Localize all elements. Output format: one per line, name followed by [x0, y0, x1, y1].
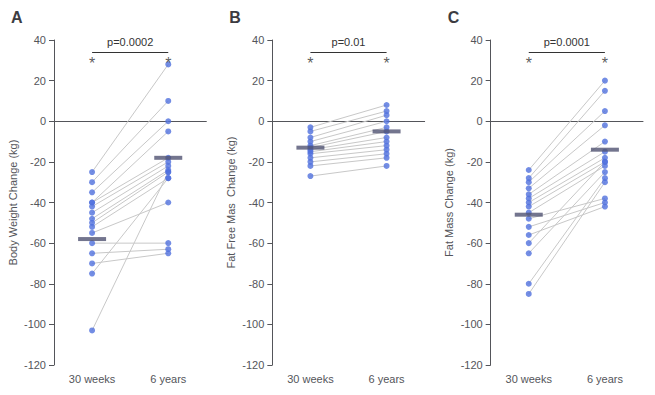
svg-text:30 weeks: 30 weeks [506, 373, 553, 385]
svg-text:30 weeks: 30 weeks [287, 373, 334, 385]
svg-text:20: 20 [252, 75, 264, 87]
svg-text:6 years: 6 years [150, 373, 187, 385]
svg-text:-120: -120 [24, 359, 46, 371]
svg-text:C: C [448, 9, 460, 26]
svg-text:-100: -100 [24, 318, 46, 330]
svg-text:-20: -20 [30, 156, 46, 168]
svg-text:-80: -80 [30, 278, 46, 290]
svg-text:*: * [307, 55, 313, 72]
svg-text:-100: -100 [242, 318, 264, 330]
svg-text:-20: -20 [467, 156, 483, 168]
svg-text:*: * [383, 55, 389, 72]
svg-text:-20: -20 [248, 156, 264, 168]
svg-text:20: 20 [470, 75, 482, 87]
svg-text:6 years: 6 years [369, 373, 406, 385]
svg-text:*: * [89, 55, 95, 72]
svg-text:-40: -40 [248, 197, 264, 209]
svg-text:Body Weight Change (kg): Body Weight Change (kg) [7, 140, 19, 266]
svg-text:0: 0 [477, 115, 483, 127]
svg-text:-60: -60 [248, 237, 264, 249]
svg-text:-40: -40 [30, 197, 46, 209]
svg-text:A: A [11, 9, 23, 26]
svg-text:-80: -80 [467, 278, 483, 290]
svg-text:*: * [602, 55, 608, 72]
svg-text:p=0.0002: p=0.0002 [107, 36, 153, 48]
svg-text:0: 0 [258, 115, 264, 127]
svg-text:*: * [165, 55, 171, 72]
svg-text:-80: -80 [248, 278, 264, 290]
svg-text:40: 40 [34, 34, 46, 46]
svg-text:40: 40 [252, 34, 264, 46]
svg-text:20: 20 [34, 75, 46, 87]
svg-text:-120: -120 [461, 359, 483, 371]
svg-text:-100: -100 [461, 318, 483, 330]
svg-text:B: B [229, 9, 241, 26]
svg-text:-60: -60 [467, 237, 483, 249]
svg-text:p=0.01: p=0.01 [332, 36, 366, 48]
svg-text:-120: -120 [242, 359, 264, 371]
svg-text:Fat Free Mas Change (kg): Fat Free Mas Change (kg) [225, 136, 237, 268]
svg-text:6 years: 6 years [587, 373, 624, 385]
svg-text:0: 0 [40, 115, 46, 127]
svg-text:Fat Mass Change (kg): Fat Mass Change (kg) [443, 148, 455, 257]
svg-text:p=0.0001: p=0.0001 [544, 36, 590, 48]
svg-text:30 weeks: 30 weeks [69, 373, 116, 385]
svg-text:-40: -40 [467, 197, 483, 209]
svg-text:40: 40 [470, 34, 482, 46]
svg-text:-60: -60 [30, 237, 46, 249]
svg-text:*: * [526, 55, 532, 72]
